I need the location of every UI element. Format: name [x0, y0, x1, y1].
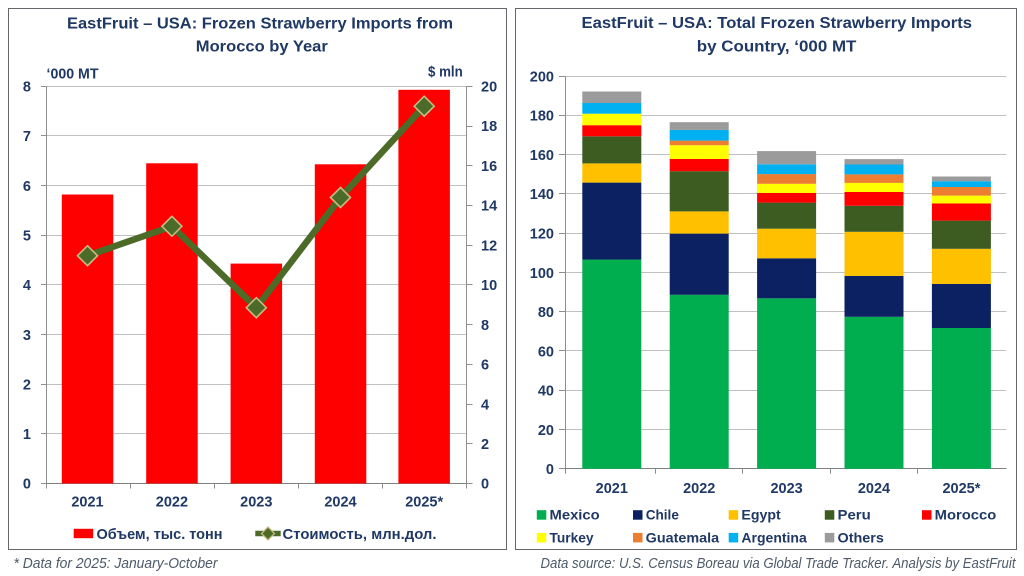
svg-text:1: 1	[23, 427, 31, 443]
svg-text:2025*: 2025*	[942, 481, 980, 497]
svg-text:40: 40	[538, 384, 554, 400]
svg-text:200: 200	[530, 69, 554, 85]
svg-text:Peru: Peru	[838, 507, 871, 523]
svg-text:2024: 2024	[324, 495, 356, 511]
svg-text:10: 10	[481, 278, 497, 294]
svg-text:2023: 2023	[770, 481, 802, 497]
svg-text:20: 20	[481, 80, 497, 96]
svg-text:60: 60	[538, 344, 554, 360]
svg-text:16: 16	[481, 159, 497, 175]
svg-text:2021: 2021	[596, 481, 628, 497]
svg-text:Turkey: Turkey	[550, 529, 594, 545]
svg-text:by Country, ‘000 MT: by Country, ‘000 MT	[697, 39, 857, 56]
svg-text:5: 5	[23, 228, 31, 244]
svg-text:8: 8	[23, 80, 31, 96]
svg-text:7: 7	[23, 129, 31, 145]
svg-text:2023: 2023	[240, 495, 272, 511]
svg-text:Mexico: Mexico	[550, 507, 600, 523]
svg-text:12: 12	[481, 238, 497, 254]
svg-text:4: 4	[23, 278, 31, 294]
svg-text:8: 8	[481, 318, 489, 334]
svg-text:0: 0	[23, 477, 31, 493]
svg-text:20: 20	[538, 423, 554, 439]
svg-text:* Data for 2025: January-Octob: * Data for 2025: January-October	[14, 556, 219, 572]
svg-text:2025*: 2025*	[405, 495, 443, 511]
svg-text:6: 6	[481, 358, 489, 374]
svg-text:180: 180	[530, 109, 554, 125]
svg-text:18: 18	[481, 119, 497, 135]
svg-text:0: 0	[481, 477, 489, 493]
svg-text:Guatemala: Guatemala	[646, 529, 720, 545]
svg-text:2021: 2021	[71, 495, 103, 511]
svg-text:EastFruit – USA: Total Frozen: EastFruit – USA: Total Frozen Strawberry…	[582, 15, 973, 32]
svg-text:Объем, тыс. тонн: Объем, тыс. тонн	[97, 526, 223, 543]
svg-text:160: 160	[530, 148, 554, 164]
svg-text:Egypt: Egypt	[741, 507, 781, 523]
svg-text:‘000 MT: ‘000 MT	[47, 66, 99, 83]
svg-text:Chile: Chile	[646, 507, 679, 523]
svg-text:140: 140	[530, 187, 554, 203]
svg-text:Others: Others	[838, 529, 885, 545]
svg-text:2022: 2022	[683, 481, 715, 497]
svg-text:120: 120	[530, 227, 554, 243]
svg-text:Morocco by Year: Morocco by Year	[196, 38, 328, 55]
svg-text:Morocco: Morocco	[935, 507, 997, 523]
svg-text:4: 4	[481, 397, 489, 413]
svg-text:80: 80	[538, 305, 554, 321]
svg-text:Argentina: Argentina	[741, 529, 807, 545]
svg-text:Data source: U.S. Census Borea: Data source: U.S. Census Boreau via Glob…	[541, 556, 1017, 572]
svg-text:2022: 2022	[156, 495, 188, 511]
svg-text:100: 100	[530, 266, 554, 282]
svg-text:EastFruit – USA: Frozen Strawb: EastFruit – USA: Frozen Strawberry Impor…	[67, 16, 453, 33]
svg-text:0: 0	[546, 462, 554, 478]
svg-text:$ mln: $ mln	[428, 65, 463, 81]
svg-text:2: 2	[23, 377, 31, 393]
svg-text:14: 14	[481, 199, 497, 215]
svg-text:2: 2	[481, 437, 489, 453]
svg-text:3: 3	[23, 328, 31, 344]
svg-text:2024: 2024	[858, 481, 890, 497]
svg-text:Стоимость, млн.дол.: Стоимость, млн.дол.	[283, 526, 437, 543]
svg-text:6: 6	[23, 179, 31, 195]
